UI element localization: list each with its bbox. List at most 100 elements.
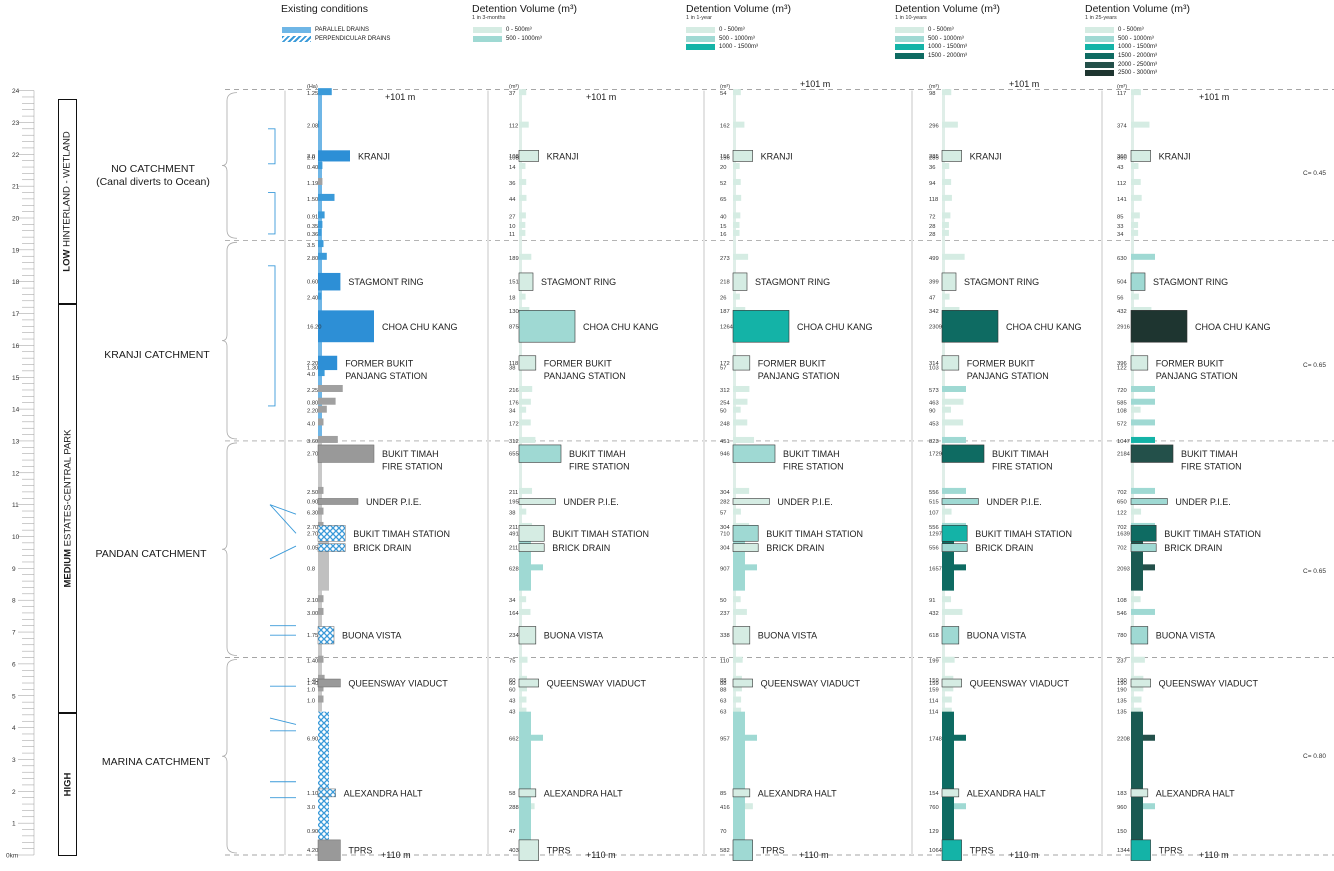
- station-bar: [317, 498, 359, 505]
- station-label: QUEENSWAY VIADUCT: [761, 679, 861, 689]
- station-label: CHOA CHU KANG: [797, 322, 873, 332]
- segment-vol-bar: [519, 194, 527, 201]
- station-label: BUONA VISTA: [342, 631, 401, 641]
- segment-value: 2.20: [307, 409, 318, 415]
- station-vol-box: [732, 678, 753, 688]
- c-value: C= 0.65: [1303, 362, 1326, 369]
- station-label: CHOA CHU KANG: [583, 322, 659, 332]
- station-bar: [318, 355, 338, 371]
- station-vol-box: [941, 310, 999, 343]
- top-elevation-label: +101 m: [1009, 79, 1040, 89]
- segment-value: 190: [1117, 687, 1127, 693]
- station-value: 780: [1117, 633, 1127, 639]
- segment-bar: [318, 418, 324, 426]
- segment-value: 44: [509, 197, 516, 203]
- segment-bar: [318, 252, 327, 260]
- station-label: BUKIT TIMAH STATION: [552, 529, 649, 539]
- station-label: TPRS: [1159, 846, 1183, 856]
- header-vol25y: Detention Volume (m³) 1 in 25-years: [1085, 3, 1190, 21]
- segment-vol-bar: [519, 221, 526, 228]
- segment-value: 360: [1117, 155, 1127, 161]
- station-label: QUEENSWAY VIADUCT: [348, 679, 448, 689]
- axis-tick-label: 1: [12, 821, 16, 828]
- axis-tick-label: 15: [12, 375, 20, 382]
- station-value: 396: [1117, 361, 1127, 367]
- station-value: 190: [1117, 681, 1127, 687]
- station-value: 154: [929, 791, 939, 797]
- segment-value: 94: [929, 181, 936, 187]
- station-value: 183: [1117, 791, 1127, 797]
- station-value: 195: [509, 499, 519, 505]
- segment-vol-bar: [733, 487, 750, 494]
- station-value: 556: [929, 546, 939, 552]
- segment-value: 135: [1117, 699, 1127, 705]
- axis-tick-label: 8: [12, 598, 16, 605]
- station-label: TPRS: [348, 846, 372, 856]
- station-label: CHOA CHU KANG: [382, 322, 458, 332]
- segment-value: 237: [1117, 659, 1127, 665]
- segment-value: 312: [509, 439, 519, 445]
- segment-value: 56: [1117, 296, 1123, 302]
- legend-swatch: [1085, 35, 1114, 42]
- segment-value: 34: [509, 409, 516, 415]
- axis-tick-label: 17: [12, 311, 20, 318]
- segment-value: 85: [1117, 214, 1123, 220]
- segment-vol-bar: [1131, 398, 1155, 405]
- perpendicular-drain: [269, 504, 297, 534]
- station-value: 655: [509, 452, 519, 458]
- segment-bar: [318, 405, 327, 413]
- station-value: 338: [720, 633, 730, 639]
- catchment-pandan: PANDAN CATCHMENT: [95, 548, 207, 560]
- segment-value: 585: [1117, 401, 1127, 407]
- segment-value: 70: [720, 829, 726, 835]
- segment-vol-bar: [733, 656, 743, 663]
- station-bar: [317, 444, 375, 463]
- legend-swatch: [282, 35, 311, 42]
- segment-bar: [318, 220, 323, 228]
- bottom-elevation-label: +110 m: [381, 850, 411, 860]
- station-value: 2916: [1117, 324, 1130, 330]
- header-vol1y-subtitle: 1 in 1-year: [686, 15, 712, 21]
- segment-value: 1.19: [307, 181, 318, 187]
- segment-bar: [318, 211, 325, 219]
- legend-item: 0 - 500m³: [686, 26, 758, 35]
- segment-vol-bar: [519, 436, 536, 443]
- segment-value: 98: [929, 91, 935, 97]
- segment-vol-bar: [942, 307, 960, 314]
- segment-value: 26: [720, 296, 726, 302]
- segment-vol-bar: [1131, 121, 1150, 128]
- segment-value: 254: [720, 401, 730, 407]
- station-value: 1639: [1117, 531, 1130, 537]
- station-vol-box: [732, 525, 759, 542]
- header-existing: Existing conditions: [281, 3, 368, 15]
- segment-value: 628: [509, 566, 519, 572]
- legend-swatch: [895, 44, 924, 51]
- segment-vol-bar: [1131, 487, 1155, 494]
- legend-label: 1500 - 2000m³: [928, 53, 968, 60]
- segment-value: 453: [929, 421, 939, 427]
- segment-value: 141: [1117, 197, 1127, 203]
- segment-vol-bar: [942, 212, 951, 219]
- segment-vol-bar: [942, 121, 958, 128]
- station-label: KRANJI: [761, 151, 793, 161]
- segment-value: 296: [929, 124, 939, 130]
- segment-value: 114: [929, 699, 939, 705]
- segment-value: 237: [720, 611, 730, 617]
- station-value: 234: [509, 633, 519, 639]
- legend-label: 1000 - 1500m³: [928, 44, 968, 51]
- station-label: STAGMONT RING: [1153, 277, 1228, 287]
- legend-vol10y: 0 - 500m³ 500 - 1000m³ 1000 - 1500m³ 1500 -…: [895, 26, 967, 60]
- segment-value: 189: [509, 256, 519, 262]
- legend-item: 2500 - 3000m³: [1085, 69, 1157, 78]
- zone-low: LOW HINTERLAND - WETLAND: [58, 99, 77, 304]
- segment-value: 164: [509, 611, 519, 617]
- station-label: FORMER BUKIT: [758, 358, 827, 368]
- station-vol-box: [518, 444, 562, 463]
- station-vol-box: [1130, 543, 1157, 552]
- station-vol-box: [732, 543, 759, 552]
- segment-value: 47: [509, 829, 515, 835]
- segment-vol-bar: [733, 707, 742, 714]
- zone-high: HIGH: [58, 713, 77, 856]
- segment-value: 33: [1117, 224, 1123, 230]
- segment-value: 1.40: [307, 678, 318, 684]
